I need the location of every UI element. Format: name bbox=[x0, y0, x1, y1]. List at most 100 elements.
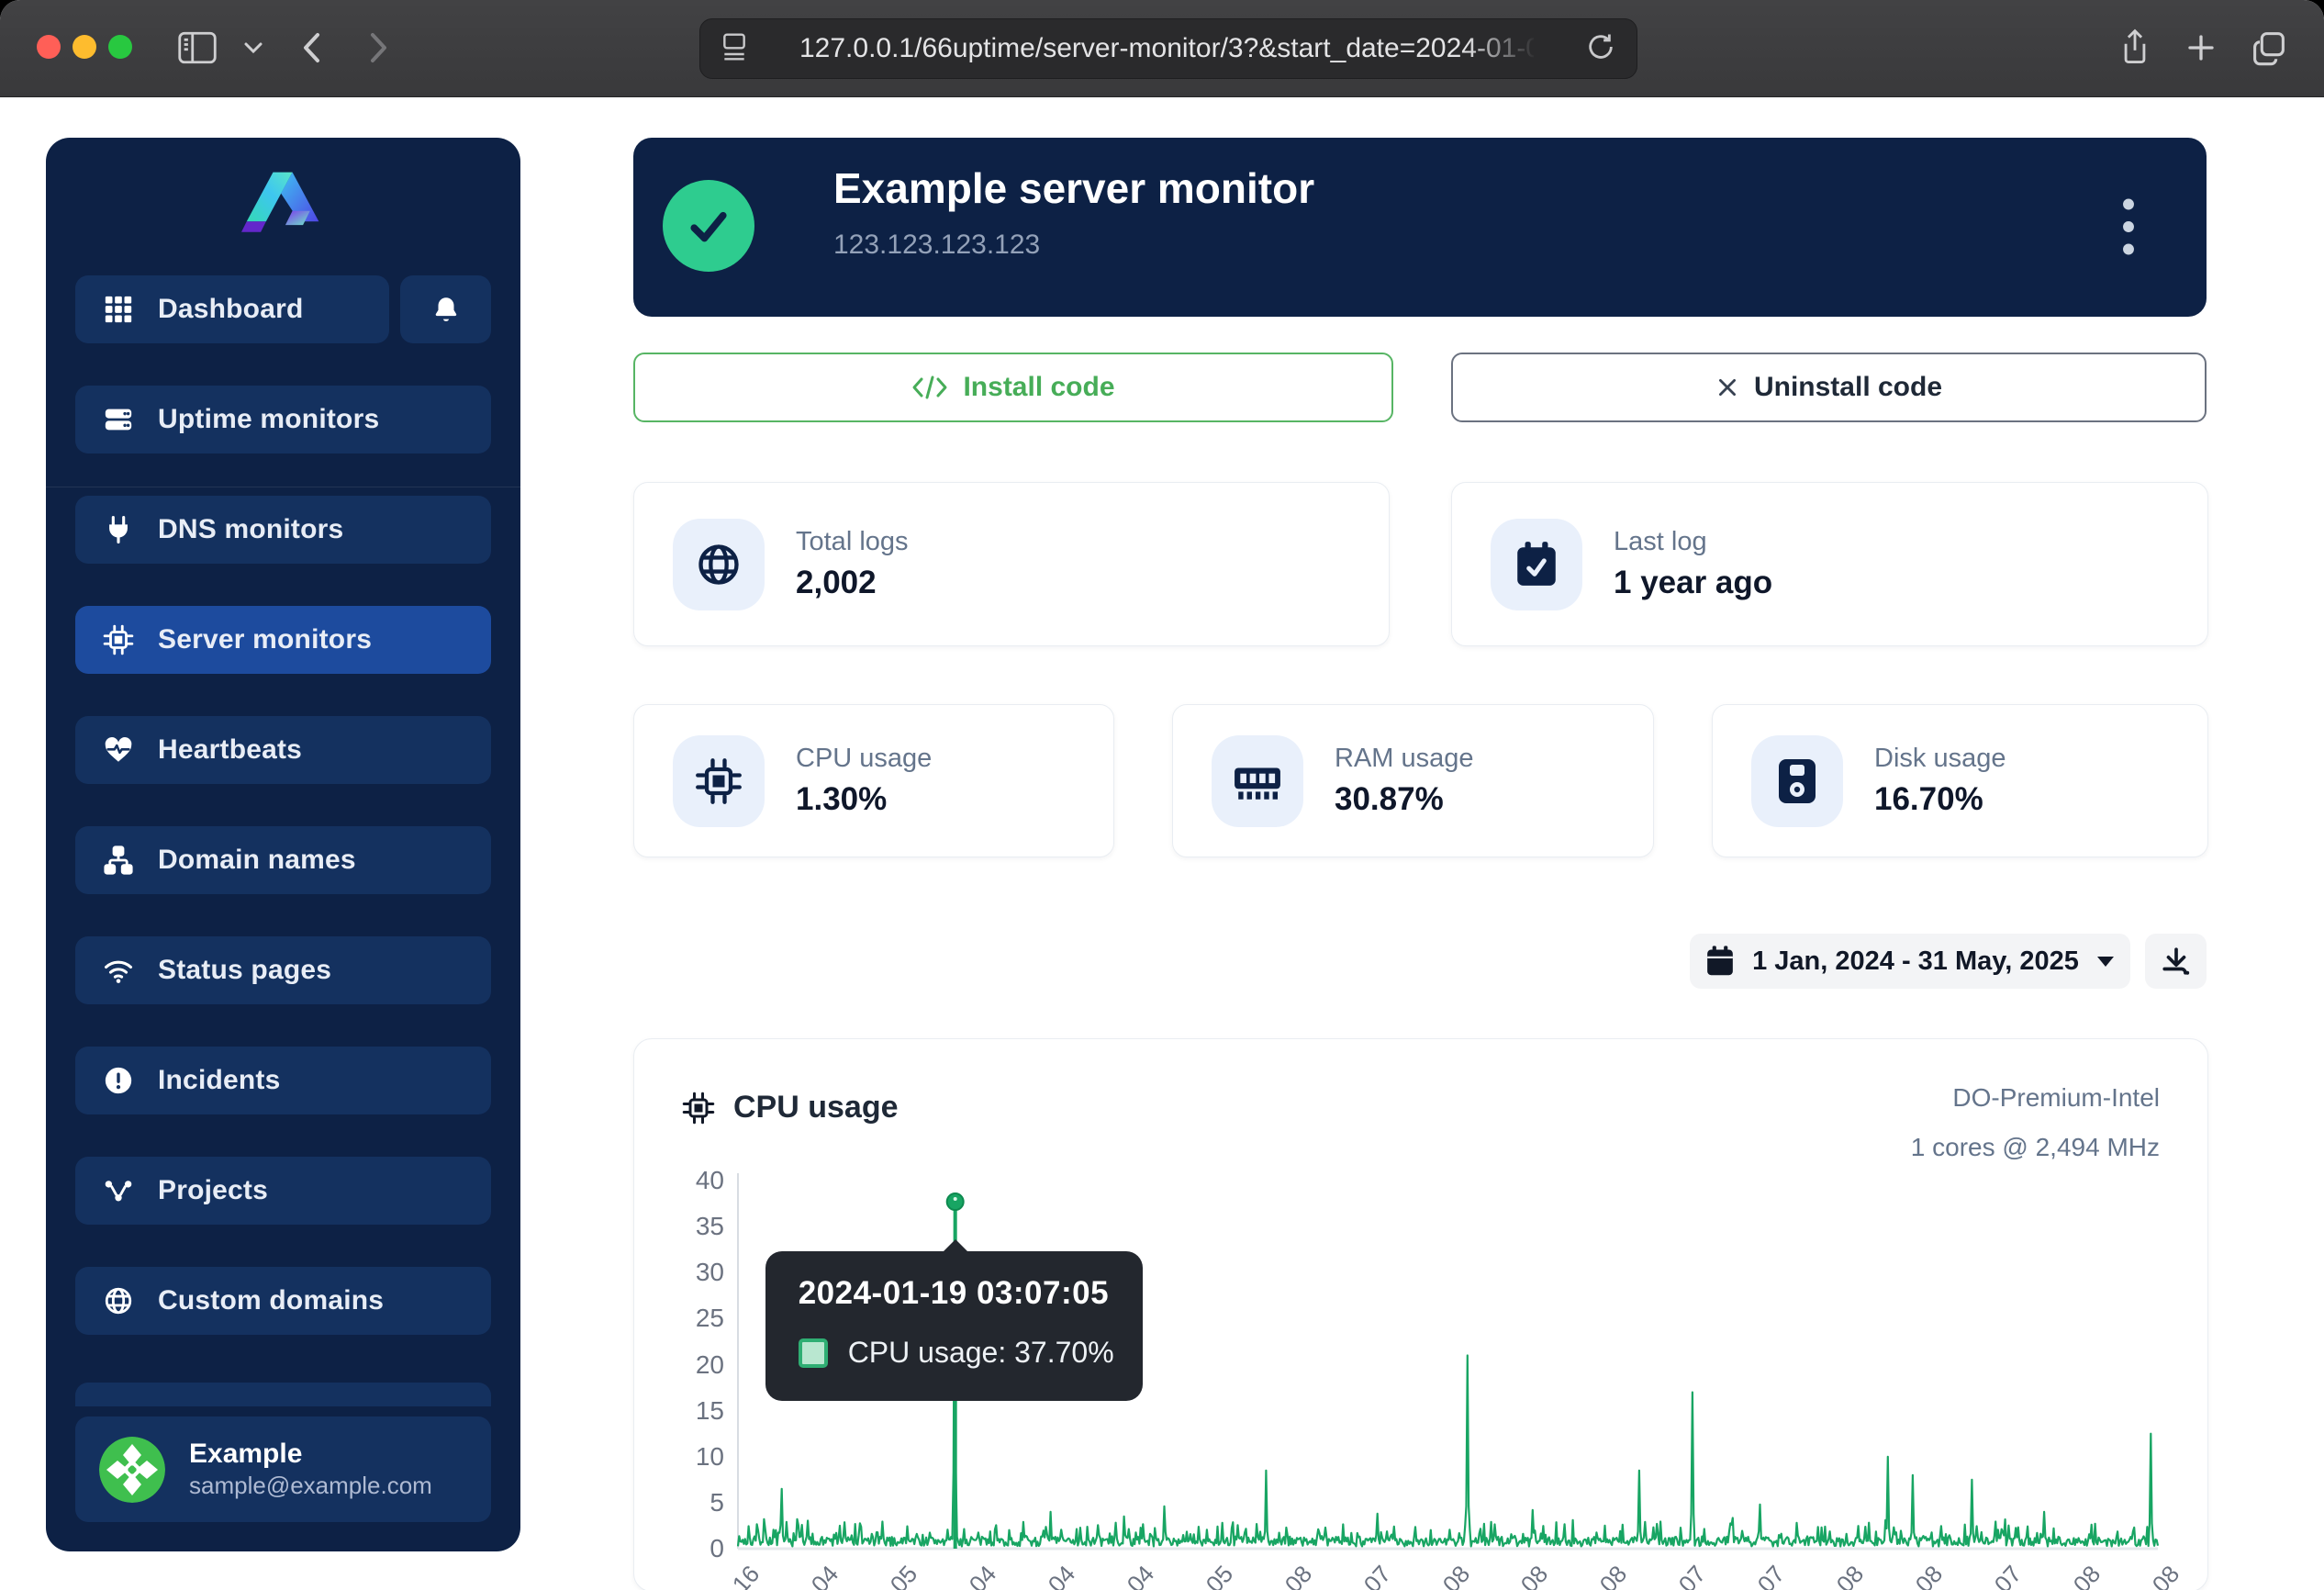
globe-icon bbox=[103, 1285, 134, 1316]
caret-down-icon bbox=[2095, 955, 2116, 968]
forward-icon[interactable] bbox=[358, 20, 400, 75]
chip-icon bbox=[673, 734, 765, 827]
reload-icon[interactable] bbox=[1585, 31, 1616, 67]
last-log-card: Last log 1 year ago bbox=[1451, 482, 2208, 646]
sidebar-item-label: Heartbeats bbox=[158, 734, 303, 765]
nav-row: DNS monitors bbox=[75, 496, 491, 564]
66uptime-logo bbox=[240, 163, 328, 248]
sidebar-item-heartbeats[interactable]: Heartbeats bbox=[75, 716, 491, 784]
sidebar-item-custom-domains[interactable]: Custom domains bbox=[75, 1267, 491, 1335]
green-pattern-avatar bbox=[99, 1436, 165, 1503]
y-tick-label: 5 bbox=[709, 1487, 724, 1517]
tabs-overview-icon[interactable] bbox=[2241, 20, 2296, 75]
sidebar-item-dashboard[interactable]: Dashboard bbox=[75, 275, 389, 343]
chart-title: CPU usage bbox=[733, 1090, 899, 1125]
chip-icon bbox=[103, 624, 134, 655]
monitor-title: Example server monitor bbox=[833, 164, 1315, 212]
cpu-usage-chart-card: CPU usage DO-Premium-Intel 1 cores @ 2,4… bbox=[633, 1038, 2208, 1590]
sidebar-item-label: Server monitors bbox=[158, 624, 373, 655]
nav-row: Incidents bbox=[75, 1047, 491, 1114]
monitor-ip: 123.123.123.123 bbox=[833, 230, 1041, 260]
disk-usage-card: Disk usage 16.70% bbox=[1712, 704, 2208, 857]
nav-row: Status pages bbox=[75, 936, 491, 1004]
y-tick-label: 10 bbox=[695, 1441, 724, 1471]
download-button[interactable] bbox=[2145, 934, 2207, 989]
sidebar-item-label: Incidents bbox=[158, 1065, 281, 1095]
y-tick-label: 15 bbox=[695, 1395, 724, 1425]
zoom-window-button[interactable] bbox=[108, 35, 132, 59]
stat-value: 16.70% bbox=[1874, 781, 1983, 817]
globe-icon bbox=[673, 518, 765, 610]
date-range-picker[interactable]: 1 Jan, 2024 - 31 May, 2025 bbox=[1690, 934, 2130, 989]
series-swatch bbox=[798, 1338, 828, 1368]
chevron-down-icon[interactable] bbox=[237, 20, 270, 75]
new-tab-icon[interactable] bbox=[2173, 20, 2229, 75]
date-range-label: 1 Jan, 2024 - 31 May, 2025 bbox=[1752, 946, 2079, 976]
uninstall-code-button[interactable]: Uninstall code bbox=[1451, 353, 2207, 422]
close-window-button[interactable] bbox=[37, 35, 61, 59]
memory-icon bbox=[1212, 734, 1303, 827]
minimize-window-button[interactable] bbox=[73, 35, 96, 59]
address-bar[interactable]: 127.0.0.1/66uptime/server-monitor/3?&sta… bbox=[699, 18, 1637, 79]
server-name: DO-Premium-Intel bbox=[1952, 1083, 2160, 1112]
cpu-usage-card: CPU usage 1.30% bbox=[633, 704, 1114, 857]
hard-drive-icon bbox=[1751, 734, 1843, 827]
share-nodes-icon bbox=[103, 1175, 134, 1206]
y-tick-label: 30 bbox=[695, 1258, 724, 1287]
stat-label: Total logs bbox=[796, 527, 909, 556]
url-fade bbox=[1466, 21, 1548, 76]
nav-row: Projects bbox=[75, 1157, 491, 1225]
share-icon[interactable] bbox=[2107, 20, 2162, 75]
reader-mode-icon[interactable] bbox=[721, 28, 748, 70]
page-content: Dashboard Uptime monitors DNS monitors Serv… bbox=[0, 97, 2324, 1590]
uninstall-code-label: Uninstall code bbox=[1753, 372, 1943, 402]
date-range-row: 1 Jan, 2024 - 31 May, 2025 bbox=[633, 934, 2207, 989]
stat-value: 1 year ago bbox=[1614, 565, 1773, 600]
sitemap-icon bbox=[103, 845, 134, 876]
sidebar-item-domain-names[interactable]: Domain names bbox=[75, 826, 491, 894]
kebab-menu-icon[interactable] bbox=[2122, 195, 2135, 263]
sidebar-item-dns-monitors[interactable]: DNS monitors bbox=[75, 496, 491, 564]
tooltip-date: 2024-01-19 03:07:05 bbox=[798, 1275, 1110, 1312]
sidebar-item-incidents[interactable]: Incidents bbox=[75, 1047, 491, 1114]
nav-row: Domain names bbox=[75, 826, 491, 894]
sidebar-item-label: Projects bbox=[158, 1175, 268, 1205]
sidebar-item-uptime-monitors[interactable]: Uptime monitors bbox=[75, 386, 491, 453]
sidebar-item-status-pages[interactable]: Status pages bbox=[75, 936, 491, 1004]
x-icon bbox=[1715, 375, 1739, 399]
server-spec: 1 cores @ 2,494 MHz bbox=[1910, 1133, 2160, 1161]
sidebar-item-server-monitors[interactable]: Server monitors bbox=[75, 606, 491, 674]
tooltip-arrow bbox=[941, 1239, 969, 1254]
main-content: Example server monitor 123.123.123.123 I… bbox=[633, 97, 2208, 1590]
sidebar-toggle-icon[interactable] bbox=[171, 20, 224, 75]
install-code-button[interactable]: Install code bbox=[633, 353, 1393, 422]
install-code-label: Install code bbox=[963, 372, 1115, 402]
user-email: sample@example.com bbox=[189, 1472, 432, 1500]
chip-icon bbox=[682, 1092, 715, 1125]
y-tick-label: 40 bbox=[695, 1166, 724, 1194]
user-profile[interactable]: Example sample@example.com bbox=[75, 1416, 491, 1522]
notifications-button[interactable] bbox=[400, 275, 491, 343]
stat-label: RAM usage bbox=[1335, 744, 1474, 773]
tooltip-value: CPU usage: 37.70% bbox=[847, 1336, 1114, 1370]
nav-row: Custom domains bbox=[75, 1267, 491, 1335]
y-tick-label: 35 bbox=[695, 1212, 724, 1241]
nav-row: Heartbeats bbox=[75, 716, 491, 784]
y-tick-label: 20 bbox=[695, 1349, 724, 1379]
stat-value: 2,002 bbox=[796, 565, 877, 600]
sidebar-item-projects[interactable]: Projects bbox=[75, 1157, 491, 1225]
nav-row: Server monitors bbox=[75, 606, 491, 674]
monitor-header-card: Example server monitor 123.123.123.123 bbox=[633, 138, 2207, 317]
calendar-icon bbox=[1704, 945, 1736, 978]
y-tick-label: 25 bbox=[695, 1304, 724, 1333]
url-text: 127.0.0.1/66uptime/server-monitor/3?&sta… bbox=[799, 33, 1534, 63]
calendar-check-icon bbox=[1491, 518, 1582, 610]
back-icon[interactable] bbox=[290, 20, 332, 75]
code-icon bbox=[911, 374, 948, 401]
check-circle-icon bbox=[663, 180, 754, 272]
wifi-icon bbox=[103, 955, 134, 986]
sidebar-item-label: Dashboard bbox=[158, 294, 304, 324]
nav-item-partial bbox=[75, 1383, 491, 1406]
stat-value: 30.87% bbox=[1335, 781, 1444, 817]
stat-value: 1.30% bbox=[796, 781, 888, 817]
